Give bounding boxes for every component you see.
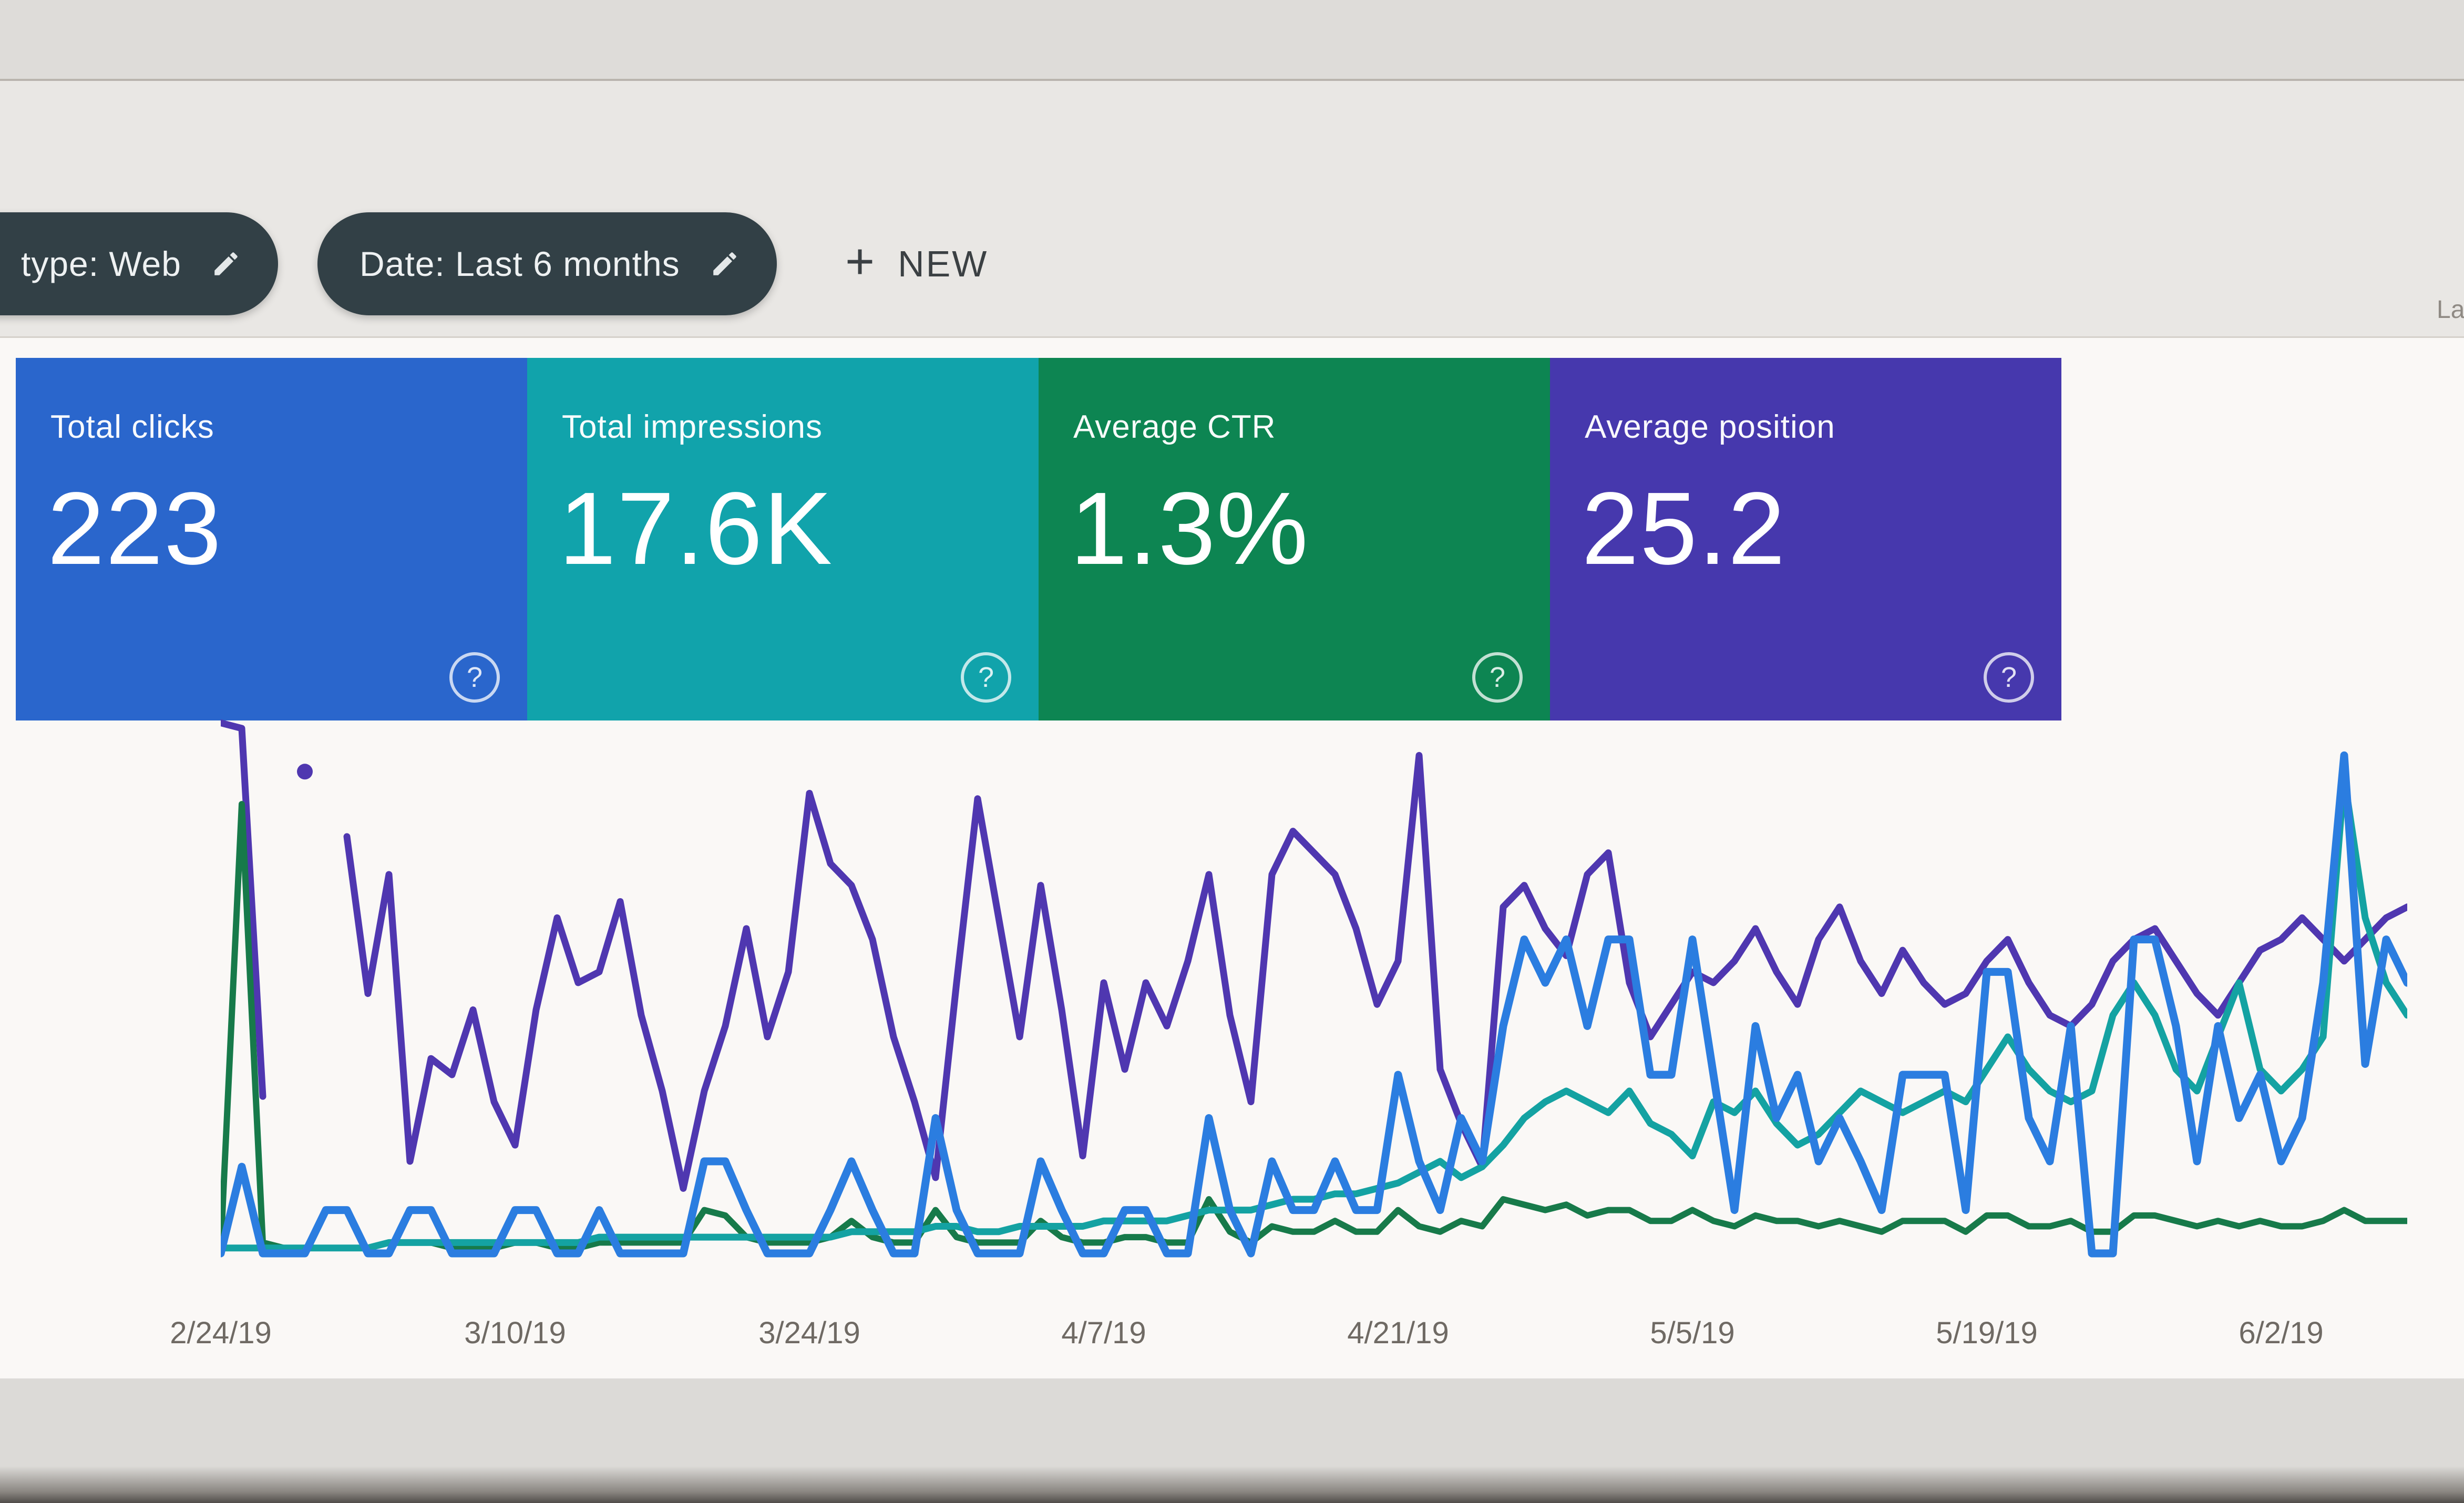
performance-line-chart bbox=[221, 719, 2407, 1258]
date-range-chip-label: Date: Last 6 months bbox=[360, 244, 680, 283]
last-updated-truncated-text: La bbox=[2437, 296, 2464, 324]
metric-tiles-row: Total clicks 223 ? Total impressions 17.… bbox=[16, 358, 2061, 720]
help-icon[interactable]: ? bbox=[1472, 652, 1523, 703]
x-tick-label: 5/5/19 bbox=[1650, 1316, 1735, 1350]
bottom-edge-shadow bbox=[0, 1466, 2464, 1503]
x-tick-label: 4/7/19 bbox=[1061, 1316, 1146, 1350]
total-clicks-tile[interactable]: Total clicks 223 ? bbox=[16, 358, 527, 720]
x-tick-label: 3/24/19 bbox=[758, 1316, 860, 1350]
search-type-chip-label: type: Web bbox=[21, 244, 181, 283]
x-tick-label: 4/21/19 bbox=[1347, 1316, 1449, 1350]
tile-label: Average position bbox=[1585, 409, 1835, 445]
tile-value: 17.6K bbox=[559, 471, 834, 586]
series-line-clicks bbox=[221, 751, 2407, 1258]
isolated-data-point-average-position bbox=[297, 764, 313, 780]
performance-report-card: Total clicks 223 ? Total impressions 17.… bbox=[0, 336, 2464, 1380]
tile-value: 223 bbox=[47, 471, 223, 586]
average-position-tile[interactable]: Average position 25.2 ? bbox=[1550, 358, 2061, 720]
x-tick-label: 5/19/19 bbox=[1936, 1316, 2038, 1350]
tile-label: Average CTR bbox=[1073, 409, 1276, 445]
date-range-filter-chip[interactable]: Date: Last 6 months bbox=[317, 212, 777, 315]
bottom-strip bbox=[0, 1378, 2464, 1503]
top-header-band bbox=[0, 0, 2464, 81]
series-line-average-position bbox=[221, 719, 266, 1100]
series-line-average-position bbox=[343, 752, 2407, 1192]
x-tick-label: 6/2/19 bbox=[2239, 1316, 2324, 1350]
new-button-label: NEW bbox=[898, 243, 989, 284]
tile-label: Total impressions bbox=[562, 409, 823, 445]
total-impressions-tile[interactable]: Total impressions 17.6K ? bbox=[527, 358, 1039, 720]
average-ctr-tile[interactable]: Average CTR 1.3% ? bbox=[1039, 358, 1550, 720]
pencil-edit-icon[interactable] bbox=[710, 249, 740, 279]
x-tick-label: 2/24/19 bbox=[170, 1316, 272, 1350]
new-filter-button[interactable]: + NEW bbox=[845, 227, 988, 301]
x-tick-label: 3/10/19 bbox=[464, 1316, 566, 1350]
pencil-edit-icon[interactable] bbox=[211, 249, 241, 279]
help-icon[interactable]: ? bbox=[961, 652, 1011, 703]
help-icon[interactable]: ? bbox=[1984, 652, 2034, 703]
tile-label: Total clicks bbox=[50, 409, 214, 445]
plus-icon: + bbox=[845, 233, 875, 290]
help-icon[interactable]: ? bbox=[449, 652, 500, 703]
filter-bar: type: Web Date: Last 6 months + NEW La bbox=[0, 81, 2464, 336]
search-type-filter-chip[interactable]: type: Web bbox=[0, 212, 278, 315]
x-axis-tick-labels: 2/24/19 3/10/19 3/24/19 4/7/19 4/21/19 5/5/19… bbox=[0, 338, 2464, 1378]
tile-value: 1.3% bbox=[1070, 471, 1309, 586]
tile-value: 25.2 bbox=[1582, 471, 1787, 586]
